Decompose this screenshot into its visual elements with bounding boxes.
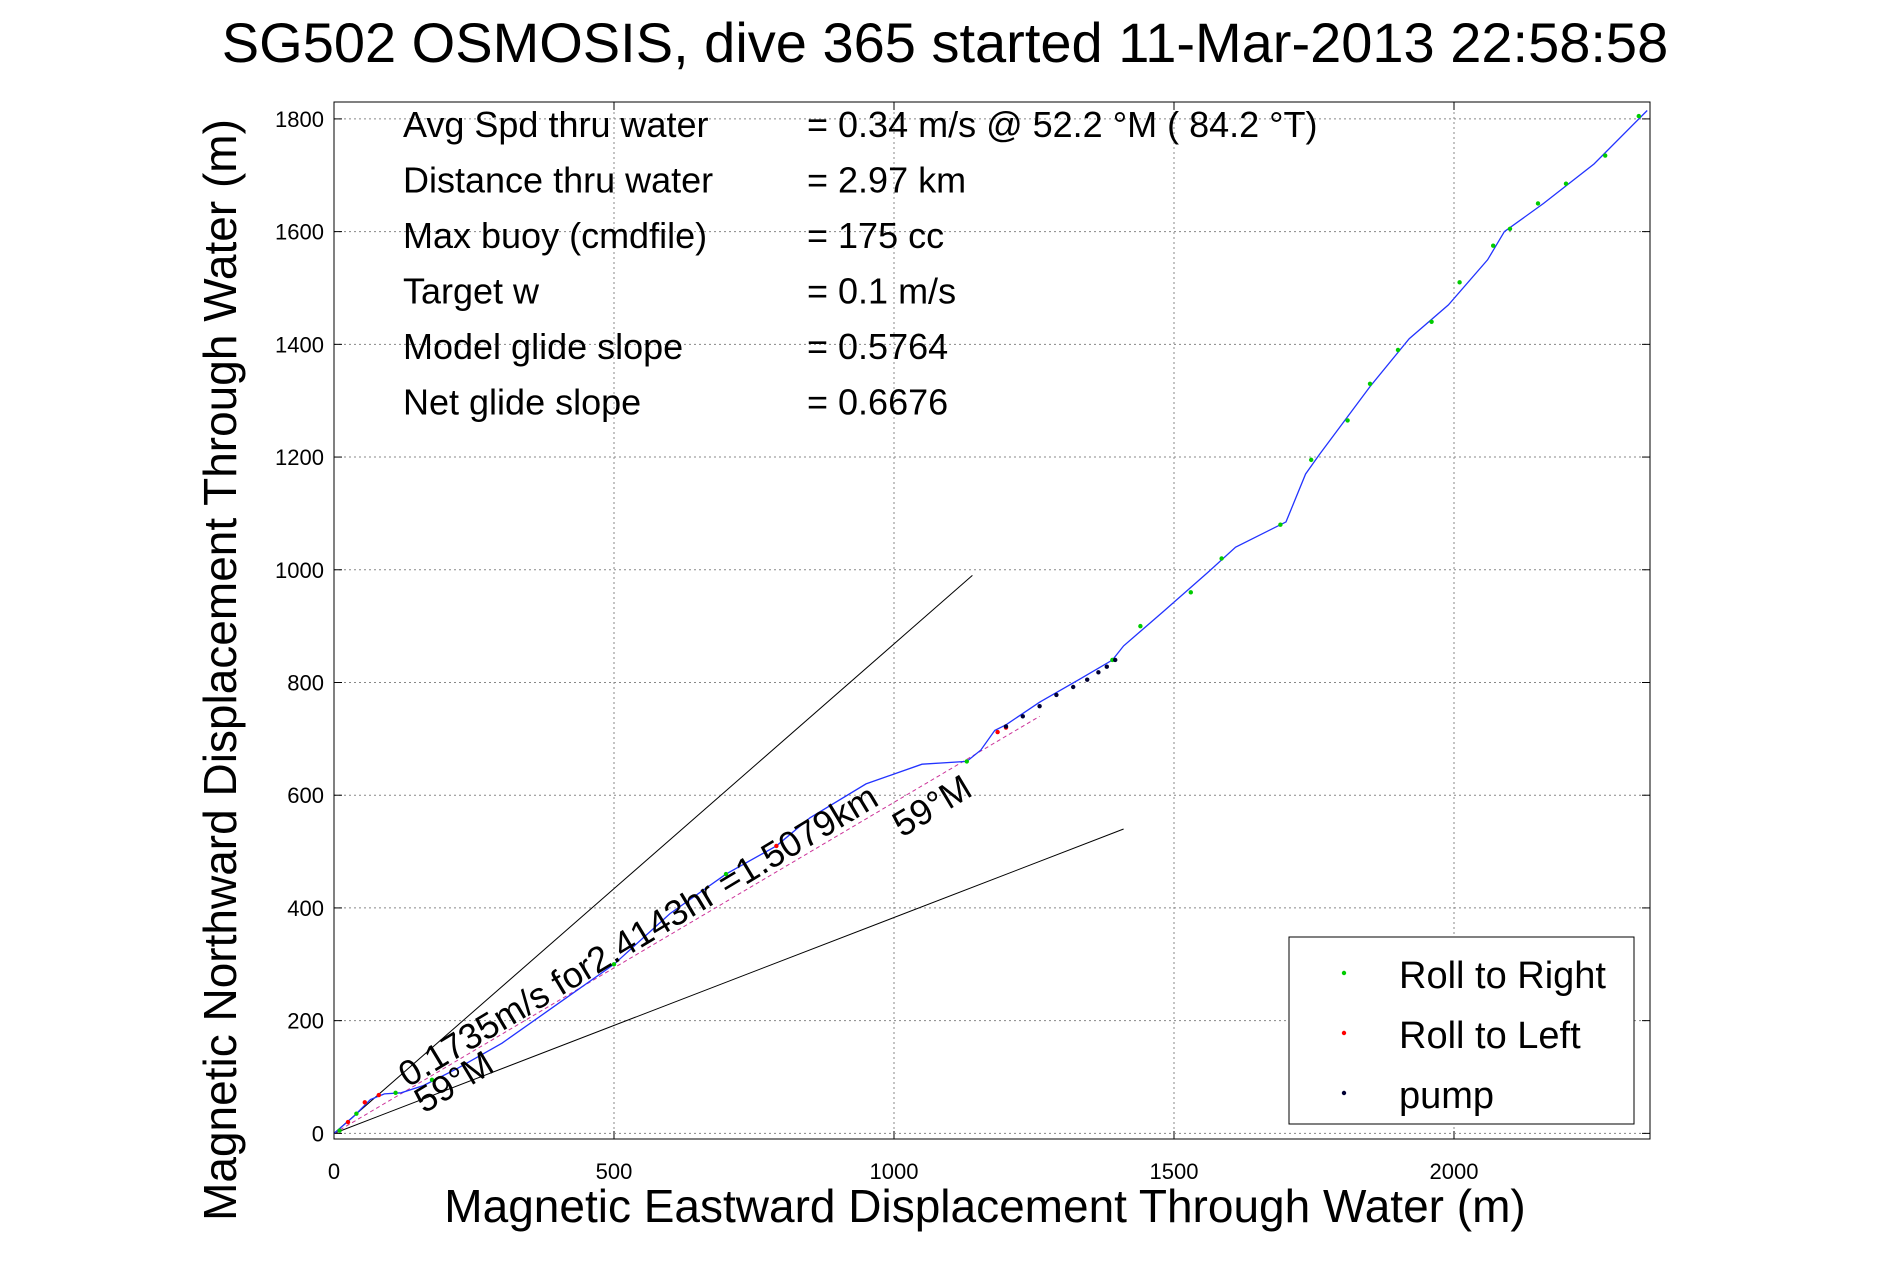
series-point (1345, 418, 1350, 423)
stat-label: Max buoy (cmdfile) (403, 215, 707, 256)
legend-label: Roll to Left (1399, 1015, 1581, 1057)
series-point (1138, 623, 1143, 629)
series-point (1071, 684, 1076, 690)
legend-label: Roll to Right (1399, 955, 1606, 997)
series-point (1054, 692, 1059, 698)
chart-title: SG502 OSMOSIS, dive 365 started 11-Mar-2… (222, 11, 1668, 74)
legend: Roll to Right Roll to Left pump (1288, 936, 1635, 1125)
series-point (1113, 657, 1118, 663)
plot-frame (333, 101, 1651, 1140)
series-point (362, 1100, 367, 1105)
series-point (1563, 181, 1569, 186)
series-point (337, 1128, 342, 1133)
course-annotation: 0.1735m/s for2.4143hr =1.5079km (391, 776, 885, 1095)
series-point (345, 1119, 351, 1125)
y-tick-label: 1000 (275, 558, 324, 583)
stat-label: Distance thru water (403, 160, 713, 201)
y-tick-label: 400 (287, 896, 324, 921)
series-point (1003, 724, 1009, 729)
stat-value: = 2.97 km (807, 160, 966, 201)
legend-label: pump (1399, 1075, 1494, 1117)
series-point (1491, 243, 1496, 248)
series-point (1603, 153, 1608, 158)
y-tick-label: 1600 (275, 220, 324, 245)
series-point (1395, 347, 1401, 353)
stat-value: = 175 cc (807, 215, 944, 256)
series-point (354, 1111, 359, 1116)
x-tick-label: 1000 (870, 1159, 919, 1184)
series-point (1309, 457, 1314, 463)
series-point (1188, 590, 1194, 595)
heading-end-annotation: 59°M (885, 766, 978, 845)
x-axis-label: Magnetic Eastward Displacement Through W… (444, 1180, 1525, 1232)
legend-marker (1341, 1090, 1347, 1096)
series-point (1096, 670, 1101, 675)
stat-label: Avg Spd thru water (403, 104, 709, 145)
y-tick-label: 1800 (275, 107, 324, 132)
series-point (1636, 113, 1642, 119)
series-point (1429, 319, 1434, 324)
x-tick-labels: 0 500 1000 1500 2000 (328, 1159, 1479, 1184)
stat-value: = 0.1 m/s (807, 271, 956, 312)
y-tick-labels: 0 200 400 600 800 1000 1200 1400 1600 1800 (275, 107, 324, 1146)
series-point (1457, 280, 1462, 285)
x-tick-label: 1500 (1150, 1159, 1199, 1184)
x-tick-label: 0 (328, 1159, 340, 1184)
series-point (611, 962, 617, 967)
stat-label: Net glide slope (403, 382, 641, 423)
y-tick-label: 1200 (275, 445, 324, 470)
stat-label: Model glide slope (403, 326, 683, 367)
series-point (1278, 522, 1283, 527)
series-point (1085, 677, 1090, 682)
series-point (723, 871, 729, 877)
series-point (964, 759, 969, 764)
stat-value: = 0.6676 (807, 382, 948, 423)
y-tick-label: 1400 (275, 332, 324, 357)
series-points (337, 113, 1642, 1133)
series-point (376, 1092, 381, 1098)
series-point (1104, 664, 1110, 669)
legend-marker (1341, 970, 1347, 976)
y-tick-label: 600 (287, 783, 324, 808)
x-tick-label: 500 (596, 1159, 633, 1184)
stat-label: Target w (403, 271, 540, 312)
series-point (1219, 556, 1224, 561)
series-point (429, 1077, 435, 1083)
legend-marker (1341, 1030, 1347, 1036)
series-point (1507, 226, 1513, 232)
series-point (774, 843, 779, 849)
series-point (1020, 714, 1025, 719)
x-tick-label: 2000 (1430, 1159, 1479, 1184)
reference-line (333, 575, 973, 1134)
y-tick-label: 800 (287, 670, 324, 695)
series-point (995, 729, 1000, 735)
reference-line (333, 828, 1124, 1134)
series-point (1367, 381, 1373, 386)
legend-box (1288, 936, 1635, 1125)
reference-line (333, 715, 1040, 1134)
stat-value: = 0.5764 (807, 326, 948, 367)
series-point (1037, 703, 1042, 709)
stats-block: Avg Spd thru water = 0.34 m/s @ 52.2 °M (… (403, 104, 1318, 423)
y-tick-label: 200 (287, 1009, 324, 1034)
track (333, 110, 1648, 1134)
y-axis-label: Magnetic Northward Displacement Through … (194, 119, 246, 1221)
series-point (1535, 201, 1541, 206)
y-tick-label: 0 (312, 1121, 324, 1146)
track-line (333, 110, 1648, 1134)
reference-lines (333, 575, 1124, 1134)
series-point (393, 1090, 398, 1095)
stat-value: = 0.34 m/s @ 52.2 °M ( 84.2 °T) (807, 104, 1318, 145)
